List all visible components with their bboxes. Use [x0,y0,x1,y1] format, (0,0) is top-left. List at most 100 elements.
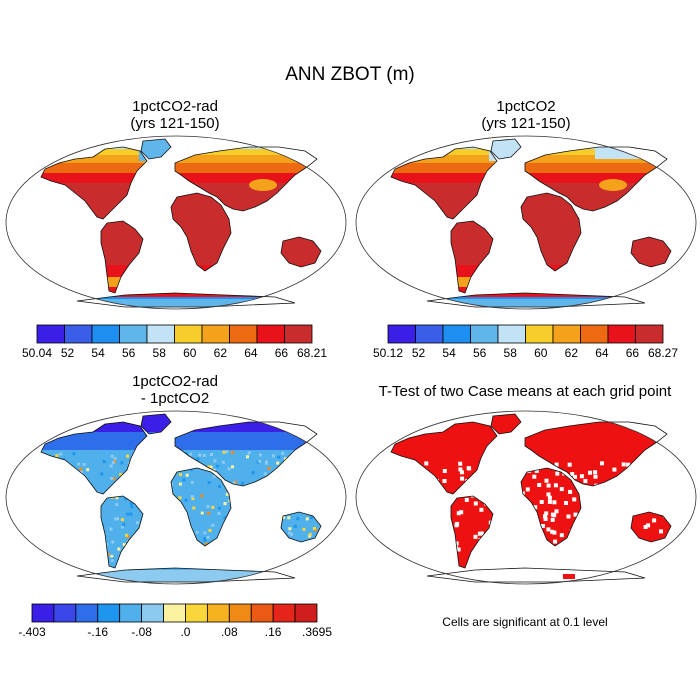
australia-coastline [630,511,672,543]
australia-coastline [280,236,322,268]
map-panel-1pctco2 [355,135,697,310]
colorbar-label: -.16 [87,625,109,639]
africa-coastline [520,192,582,272]
colorbar-label: 62 [213,346,228,360]
colorbar-label: 62 [564,346,579,360]
colorbar-swatch [31,603,55,623]
eurasia-coastline [174,146,318,212]
colorbar-label: .3695 [301,625,333,639]
colorbar-panel2 [387,324,664,344]
colorbar-swatch [206,603,230,623]
colorbar-swatch [387,324,416,344]
map-boundary [355,410,697,585]
colorbar-swatch [201,324,230,344]
colorbar-label: 58 [503,346,517,360]
colorbar-label: 64 [244,346,258,360]
colorbar-swatch [97,603,121,623]
eurasia-coastline [524,421,668,487]
colorbar-label: -.403 [18,625,46,639]
colorbar-swatch [229,324,258,344]
colorbar-label: .08 [220,625,238,639]
figure-title: ANN ZBOT (m) [285,64,415,85]
map-panel-1pctco2-rad [5,135,347,310]
colorbar-label: 58 [152,346,166,360]
colorbar-panel2-labels: 50.12 52 54 56 58 60 62 64 66 68.27 [373,346,678,362]
map-boundary [355,135,697,310]
colorbar-swatch [53,603,77,623]
colorbar-swatch [36,324,65,344]
antarctica-coastline [426,567,646,583]
colorbar-swatch [228,603,252,623]
colorbar-label: 66 [274,346,289,360]
eurasia-coastline [174,421,318,487]
colorbar-swatch [163,603,186,623]
map-boundary [5,135,347,310]
colorbar-swatch [442,324,471,344]
colorbar-panel3-labels: -.403 -.16 -.08 .0 .08 .16 .3695 [18,625,332,641]
panel1-title-line1: 1pctCO2-rad [132,98,218,115]
panel2-title-line2: (yrs 121-150) [481,115,571,132]
colorbar-label: 52 [411,346,426,360]
northAmerica-coastline [40,421,148,495]
colorbar-label: 60 [534,346,548,360]
antarctica-coastline [76,292,296,308]
colorbar-label: 60 [183,346,197,360]
panel2-title: 1pctCO2 (yrs 121-150) [426,98,626,132]
colorbar-label: 54 [91,346,105,360]
colorbar-swatch [294,603,318,623]
africa-coastline [520,467,582,547]
greenland-coastline [490,138,522,160]
panel4-title: T-Test of two Case means at each grid po… [378,383,672,400]
colorbar-swatch [272,603,296,623]
colorbar-swatch [119,324,148,344]
colorbar-swatch [174,324,203,344]
greenland-coastline [140,413,172,435]
antarctica-coastline [426,292,646,308]
southAmerica-coastline [100,220,144,294]
colorbar-label: 68.21 [296,346,328,360]
panel1-title-line2: (yrs 121-150) [130,115,220,132]
africa-coastline [170,467,232,547]
colorbar-swatch [146,324,175,344]
colorbar-swatch [580,324,609,344]
colorbar-label: .16 [264,625,282,639]
colorbar-label: 66 [625,346,640,360]
southAmerica-coastline [450,220,494,294]
colorbar-swatch [415,324,444,344]
eurasia-coastline [524,146,668,212]
australia-coastline [630,236,672,268]
greenland-coastline [140,138,172,160]
colorbar-label: 50.04 [21,346,53,360]
southAmerica-coastline [450,495,494,569]
panel3-title: 1pctCO2-rad - 1pctCO2 [75,373,275,407]
colorbar-swatch [470,324,499,344]
map-panel-ttest [355,410,697,585]
africa-coastline [170,192,232,272]
colorbar-swatch [141,603,164,623]
panel1-title: 1pctCO2-rad (yrs 121-150) [75,98,275,132]
colorbar-swatch [497,324,526,344]
panel2-title-line1: 1pctCO2 [496,98,556,115]
colorbar-swatch [119,603,143,623]
colorbar-swatch [250,603,274,623]
colorbar-panel3 [31,603,318,623]
colorbar-swatch [185,603,208,623]
colorbar-label: 68.27 [647,346,679,360]
colorbar-swatch [635,324,664,344]
northAmerica-coastline [390,421,498,495]
ttest-note: Cells are significant at 0.1 level [442,615,608,629]
panel3-title-line1: 1pctCO2-rad [132,373,218,390]
colorbar-swatch [284,324,313,344]
antarctica-significant-patch [563,574,575,579]
map-panel-difference [5,410,347,585]
colorbar-label: 50.12 [372,346,404,360]
colorbar-swatch [607,324,636,344]
colorbar-label: 52 [60,346,75,360]
colorbar-swatch [91,324,120,344]
panel3-title-line2: - 1pctCO2 [140,390,210,407]
colorbar-swatch [64,324,93,344]
greenland-coastline [490,413,522,435]
colorbar-swatch [552,324,581,344]
southAmerica-coastline [100,495,144,569]
northAmerica-coastline [390,146,498,220]
